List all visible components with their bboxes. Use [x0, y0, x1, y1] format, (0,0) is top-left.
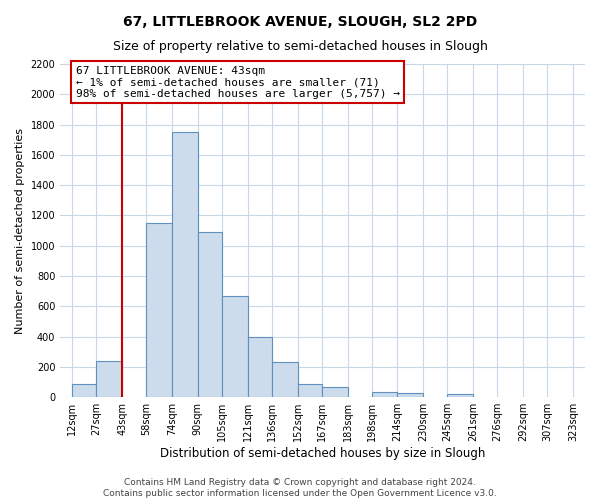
Bar	[322, 386, 347, 397]
Bar	[371, 392, 397, 397]
Bar	[172, 132, 198, 397]
Text: 67, LITTLEBROOK AVENUE, SLOUGH, SL2 2PD: 67, LITTLEBROOK AVENUE, SLOUGH, SL2 2PD	[123, 15, 477, 29]
Bar	[272, 362, 298, 397]
Bar	[72, 384, 97, 397]
Bar	[298, 384, 322, 397]
Bar	[397, 394, 423, 397]
Bar	[222, 296, 248, 397]
Text: Contains HM Land Registry data © Crown copyright and database right 2024.
Contai: Contains HM Land Registry data © Crown c…	[103, 478, 497, 498]
Bar	[146, 223, 172, 397]
Text: Size of property relative to semi-detached houses in Slough: Size of property relative to semi-detach…	[113, 40, 487, 53]
Y-axis label: Number of semi-detached properties: Number of semi-detached properties	[15, 128, 25, 334]
Text: 67 LITTLEBROOK AVENUE: 43sqm
← 1% of semi-detached houses are smaller (71)
98% o: 67 LITTLEBROOK AVENUE: 43sqm ← 1% of sem…	[76, 66, 400, 99]
Bar	[448, 394, 473, 397]
Bar	[97, 361, 122, 397]
Bar	[248, 336, 272, 397]
X-axis label: Distribution of semi-detached houses by size in Slough: Distribution of semi-detached houses by …	[160, 447, 485, 460]
Bar	[198, 232, 222, 397]
